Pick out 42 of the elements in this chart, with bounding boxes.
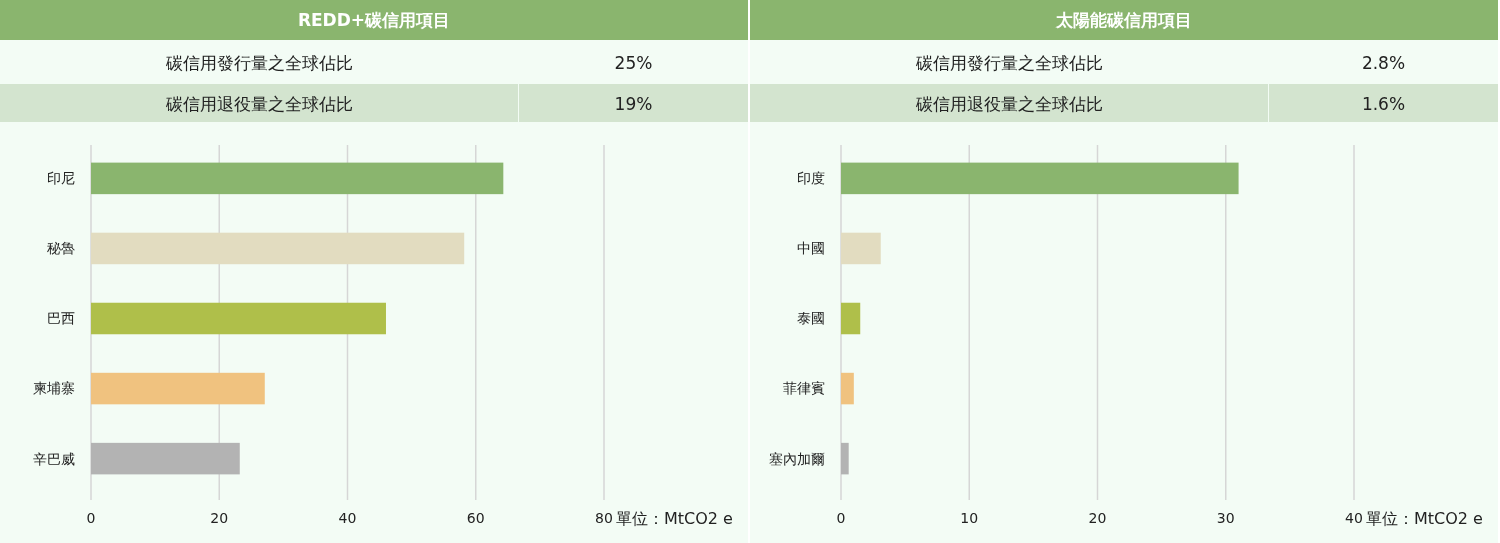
y-tick-label: 塞內加爾 [769,450,825,467]
bar [841,372,854,405]
x-tick-label: 80 [595,509,613,526]
bar [91,162,504,195]
text: 碳信用退役量之全球佔比 [164,93,353,114]
bar [841,232,881,265]
text: 碳信用發行量之全球佔比 [914,52,1103,73]
chart-title: REDD+碳信用項目 [297,9,451,30]
bar [841,162,1239,195]
y-tick-label: 菲律賓 [783,380,825,397]
x-tick-label: 20 [1088,509,1107,526]
y-tick-label: 柬埔寨 [33,380,75,397]
text: 碳信用退役量之全球佔比 [914,93,1103,114]
y-tick-label: 泰國 [797,310,825,327]
x-tick-label: 40 [338,509,357,526]
x-tick-label: 0 [836,509,846,526]
x-tick-label: 30 [1216,509,1235,526]
x-tick-label: 40 [1345,509,1363,526]
text: 19% [614,93,653,114]
y-tick-label: 中國 [797,240,825,257]
y-tick-label: 印度 [797,170,825,187]
y-tick-label: 印尼 [47,170,75,187]
chart-title: 太陽能碳信用項目 [1055,9,1192,30]
y-tick-label: 秘魯 [47,240,75,257]
bar [841,442,849,475]
bar [91,232,465,265]
x-tick-label: 20 [210,509,229,526]
bar [91,302,386,335]
text: 25% [614,52,653,73]
bar [91,372,265,405]
text: 2.8% [1361,52,1406,73]
text: 碳信用發行量之全球佔比 [164,52,353,73]
x-axis-title: 單位：MtCO2 e [616,508,733,528]
y-tick-label: 巴西 [47,310,75,327]
bar [841,302,861,335]
y-tick-label: 辛巴威 [33,450,75,467]
x-tick-label: 10 [960,509,979,526]
text: 1.6% [1361,93,1406,114]
x-tick-label: 60 [466,509,485,526]
x-tick-label: 0 [86,509,96,526]
x-axis-title: 單位：MtCO2 e [1366,508,1483,528]
bar [91,442,240,475]
